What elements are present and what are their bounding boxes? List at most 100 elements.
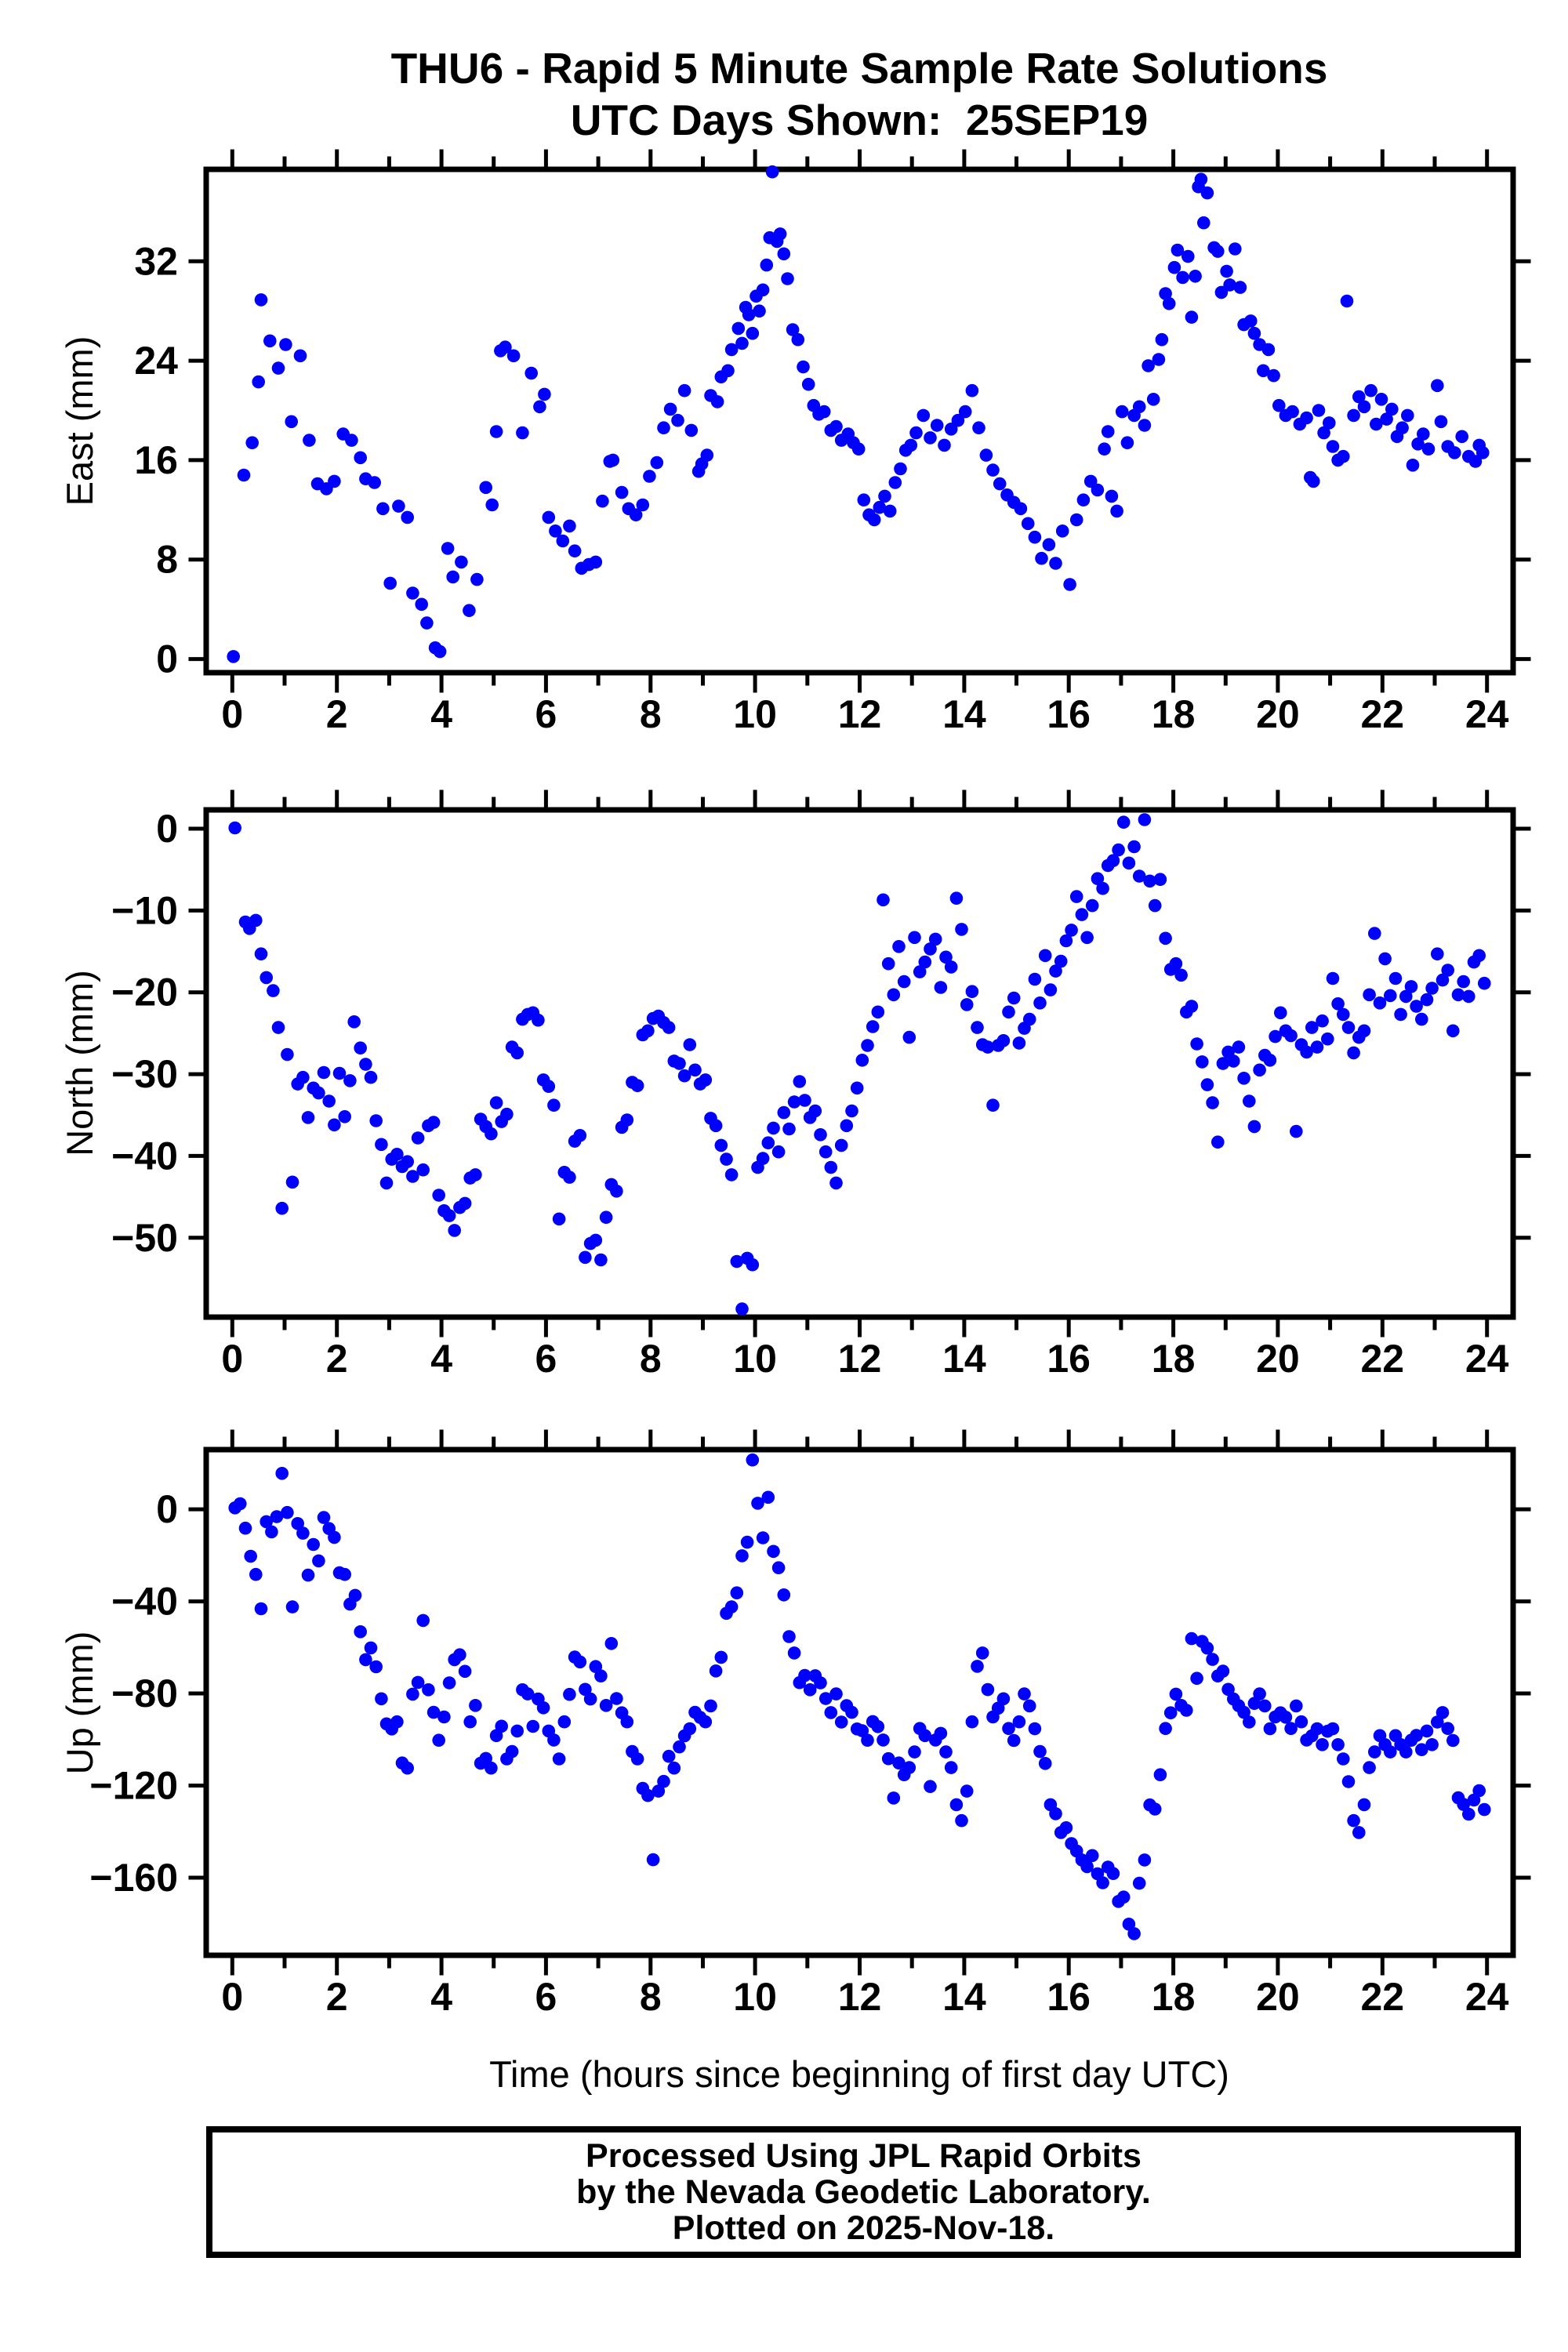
data-point (347, 1015, 361, 1029)
data-point (390, 1715, 404, 1729)
data-point (1159, 1722, 1172, 1735)
data-point (500, 1107, 514, 1121)
data-point (965, 1715, 979, 1729)
data-point (939, 950, 953, 964)
data-point (1059, 934, 1073, 948)
data-point (902, 1761, 916, 1774)
data-point (724, 343, 739, 357)
data-point (909, 426, 923, 440)
data-point (751, 1497, 764, 1510)
x-tick-label: 10 (733, 692, 777, 736)
data-point (829, 1687, 843, 1700)
data-point (908, 1745, 921, 1759)
data-point (1370, 417, 1383, 431)
data-point (1284, 1722, 1298, 1735)
data-point (552, 1212, 566, 1226)
y-tick-label: −10 (111, 888, 178, 932)
data-point (944, 1761, 958, 1774)
data-point (470, 572, 484, 586)
x-tick-label: 12 (838, 1337, 882, 1381)
data-point (338, 1567, 352, 1581)
data-point (724, 1168, 739, 1181)
data-point (1272, 398, 1286, 412)
data-point (479, 481, 492, 495)
data-point (996, 1692, 1011, 1706)
data-point (254, 947, 268, 960)
data-point (735, 336, 749, 350)
data-point (1247, 326, 1261, 340)
data-point (1159, 931, 1172, 946)
data-point (285, 415, 299, 429)
data-point (877, 1733, 890, 1747)
data-point (1417, 427, 1430, 441)
data-point (1197, 216, 1210, 230)
data-point (1132, 400, 1146, 414)
data-point (1112, 843, 1125, 857)
data-point (803, 1683, 817, 1697)
data-point (818, 1145, 833, 1159)
data-point (442, 1676, 456, 1690)
data-point (683, 1722, 697, 1736)
data-point (714, 1650, 728, 1664)
data-point (296, 1526, 310, 1540)
data-point (1153, 1768, 1167, 1781)
data-point (244, 1549, 258, 1563)
data-point (1420, 993, 1434, 1007)
data-point (1312, 404, 1326, 417)
data-point (426, 1705, 441, 1719)
data-point (354, 451, 368, 465)
y-tick-label: −160 (89, 1856, 178, 1900)
data-point (1326, 440, 1340, 453)
data-point (1120, 436, 1134, 449)
data-point (1269, 1029, 1282, 1044)
data-point (521, 1687, 535, 1700)
data-point (317, 1065, 331, 1080)
data-point (1233, 281, 1247, 294)
data-point (887, 1791, 901, 1805)
data-point (1091, 872, 1105, 885)
data-point (401, 1761, 414, 1775)
data-point (857, 493, 871, 506)
data-point (369, 1660, 383, 1674)
data-point (1221, 1682, 1235, 1697)
x-tick-label: 16 (1047, 1975, 1091, 2019)
data-point (1229, 242, 1242, 256)
data-point (1290, 1124, 1303, 1138)
data-point (411, 1131, 425, 1145)
data-point (1138, 1853, 1152, 1867)
data-point (573, 1655, 587, 1669)
data-point (1049, 557, 1062, 570)
data-point (765, 165, 779, 179)
data-point (1321, 1032, 1334, 1046)
data-point (1180, 1704, 1193, 1717)
data-point (1138, 813, 1152, 826)
data-point (1462, 989, 1475, 1004)
data-point (1042, 538, 1056, 551)
x-axis-title: Time (hours since beginning of first day… (489, 2053, 1229, 2095)
data-point (1096, 1876, 1109, 1889)
data-point (1122, 856, 1136, 870)
data-point (1436, 1706, 1450, 1719)
x-tick-label: 8 (640, 1975, 662, 2019)
x-tick-label: 2 (326, 1975, 348, 2019)
data-point (453, 1648, 466, 1661)
data-point (260, 1515, 274, 1529)
data-point (787, 1095, 801, 1109)
data-point (1253, 1063, 1266, 1077)
data-point (594, 1669, 608, 1682)
data-point (348, 1588, 362, 1602)
x-tick-label: 16 (1047, 1337, 1091, 1381)
plot-frame (203, 807, 1516, 1320)
data-point (556, 534, 570, 548)
data-point (252, 375, 266, 389)
data-point (1396, 421, 1409, 434)
data-point (913, 965, 927, 978)
data-point (1232, 1040, 1246, 1054)
data-point (782, 1122, 796, 1136)
x-tick-label: 4 (430, 1975, 452, 2019)
data-point (568, 544, 582, 557)
data-point (1310, 1040, 1324, 1054)
data-point (892, 1756, 906, 1769)
data-point (1035, 551, 1048, 565)
data-point (1337, 1752, 1350, 1766)
